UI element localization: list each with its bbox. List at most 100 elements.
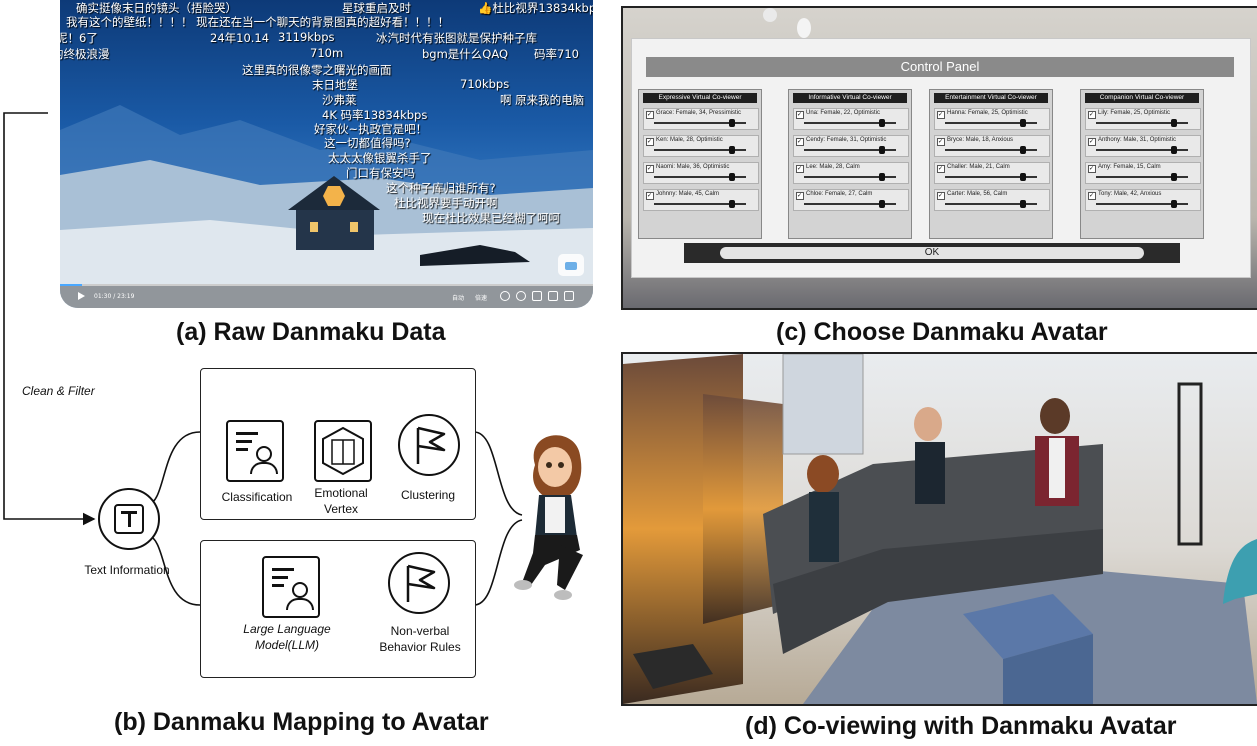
slider-handle[interactable] [729,200,736,208]
coviewer-slider[interactable] [796,200,904,208]
coviewer-option[interactable]: ✓ Carter: Male, 56, Calm [934,189,1050,211]
checkbox[interactable]: ✓ [796,138,804,146]
slider-handle[interactable] [1171,119,1178,127]
checkbox[interactable]: ✓ [1088,138,1096,146]
coviewer-slider[interactable] [646,200,754,208]
snow-landscape [60,105,593,308]
coviewer-slider[interactable] [937,119,1045,127]
coviewer-slider[interactable] [1088,200,1196,208]
danmaku-comment: 门口有保安吗 [346,166,415,180]
coviewer-slider[interactable] [796,173,904,181]
slider-handle[interactable] [729,173,736,181]
coviewer-slider[interactable] [646,146,754,154]
coviewer-slider[interactable] [646,173,754,181]
coviewer-option[interactable]: ✓ Grace: Female, 34, Pressimistic [643,108,759,130]
settings-gear-icon[interactable] [516,291,526,301]
coviewer-option[interactable]: ✓ Lily: Female, 25, Optimistic [1085,108,1201,130]
slider-handle[interactable] [1020,200,1027,208]
slider-handle[interactable] [1020,146,1027,154]
danmaku-comment: 这一切都值得吗? [324,136,411,150]
clustering-label: Clustering [400,488,456,502]
coviewer-option-label: Lee: Male, 28, Calm [806,164,860,170]
checkbox[interactable]: ✓ [646,165,654,173]
coviewer-slider[interactable] [646,119,754,127]
checkbox[interactable]: ✓ [646,111,654,119]
slider-handle[interactable] [879,173,886,181]
coviewer-option[interactable]: ✓ Una: Female, 22, Optimistic [793,108,909,130]
slider-handle[interactable] [1020,173,1027,181]
coviewer-slider[interactable] [1088,146,1196,154]
danmaku-comment: 710kbps [460,77,510,91]
danmaku-comment: 现在杜比效果已经糊了呵呵 [422,211,560,225]
coviewer-option[interactable]: ✓ Johnny: Male, 45, Calm [643,189,759,211]
speed-button[interactable]: 倍速 [475,295,488,302]
classification-label: Classification [221,490,293,504]
auto-quality-button[interactable]: 自动 [452,295,465,302]
coviewer-option-label: Amy: Female, 15, Calm [1098,164,1161,170]
slider-handle[interactable] [879,200,886,208]
coviewer-option[interactable]: ✓ Lee: Male, 28, Calm [793,162,909,184]
checkbox[interactable]: ✓ [937,192,945,200]
coviewer-option-label: Chloe: Female, 27, Calm [806,191,873,197]
coviewer-group-title: Informative Virtual Co-viewer [793,93,907,103]
danmaku-video-screenshot: 确实挺像末日的镜头（捂脸哭） 星球重启及时 👍杜比视界13834kbps 我有这个的壁… [60,0,593,308]
slider-handle[interactable] [1171,146,1178,154]
coviewer-slider[interactable] [937,173,1045,181]
coviewer-slider[interactable] [937,146,1045,154]
slider-handle[interactable] [1171,200,1178,208]
slider-handle[interactable] [1020,119,1027,127]
play-icon[interactable] [78,292,85,300]
coviewer-option[interactable]: ✓ Chloe: Female, 27, Calm [793,189,909,211]
coviewer-option-label: Una: Female, 22, Optimistic [806,110,881,116]
emotional-vertex-hexagon-icon [314,420,372,482]
checkbox[interactable]: ✓ [646,192,654,200]
checkbox[interactable]: ✓ [646,138,654,146]
checkbox[interactable]: ✓ [937,138,945,146]
coviewer-option[interactable]: ✓ Naomi: Male, 36, Optimistic [643,162,759,184]
coviewer-option[interactable]: ✓ Cendy: Female, 31, Optimistic [793,135,909,157]
coviewer-group: Entertainment Virtual Co-viewer ✓ Hanna: F… [929,89,1053,239]
slider-handle[interactable] [729,119,736,127]
coviewer-slider[interactable] [1088,173,1196,181]
danmaku-comment: 码率710 [534,47,579,61]
ok-button[interactable]: OK [720,247,1144,259]
checkbox[interactable]: ✓ [796,192,804,200]
coviewer-group-title: Companion Virtual Co-viewer [1085,93,1199,103]
checkbox[interactable]: ✓ [796,165,804,173]
coviewer-option[interactable]: ✓ Challer: Male, 21, Calm [934,162,1050,184]
coviewer-slider[interactable] [937,200,1045,208]
volume-icon[interactable] [500,291,510,301]
fullscreen-icon[interactable] [564,291,574,301]
danmaku-comment: 确实挺像末日的镜头（捂脸哭） [76,1,237,15]
checkbox[interactable]: ✓ [796,111,804,119]
slider-handle[interactable] [1171,173,1178,181]
danmaku-comment: 这个种子库归谁所有? [386,181,496,195]
tv-logo-icon [558,254,584,276]
pip-icon[interactable] [532,291,542,301]
slider-handle[interactable] [729,146,736,154]
coviewer-option[interactable]: ✓ Bryce: Male, 18, Anxious [934,135,1050,157]
slider-handle[interactable] [879,119,886,127]
coviewer-option[interactable]: ✓ Hanna: Female, 25, Optimistic [934,108,1050,130]
coviewer-option[interactable]: ✓ Anthony: Male, 31, Optimistic [1085,135,1201,157]
widescreen-icon[interactable] [548,291,558,301]
ceiling-lamp-icon [797,18,811,38]
document-person-icon [226,420,284,482]
coviewer-option-label: Grace: Female, 34, Pressimistic [656,110,742,116]
coviewer-slider[interactable] [1088,119,1196,127]
slider-handle[interactable] [879,146,886,154]
coviewer-option-label: Hanna: Female, 25, Optimistic [947,110,1028,116]
coviewer-option[interactable]: ✓ Tony: Male, 42, Anxious [1085,189,1201,211]
danmaku-comment: 杜比视界要手动开啊 [394,196,498,210]
text-information-label: Text Information [84,563,170,577]
coviewer-group-title: Entertainment Virtual Co-viewer [934,93,1048,103]
checkbox[interactable]: ✓ [937,165,945,173]
coviewer-option[interactable]: ✓ Amy: Female, 15, Calm [1085,162,1201,184]
coviewer-slider[interactable] [796,119,904,127]
coviewer-option[interactable]: ✓ Ken: Male, 28, Optimistic [643,135,759,157]
checkbox[interactable]: ✓ [1088,111,1096,119]
checkbox[interactable]: ✓ [937,111,945,119]
checkbox[interactable]: ✓ [1088,192,1096,200]
checkbox[interactable]: ✓ [1088,165,1096,173]
coviewer-slider[interactable] [796,146,904,154]
